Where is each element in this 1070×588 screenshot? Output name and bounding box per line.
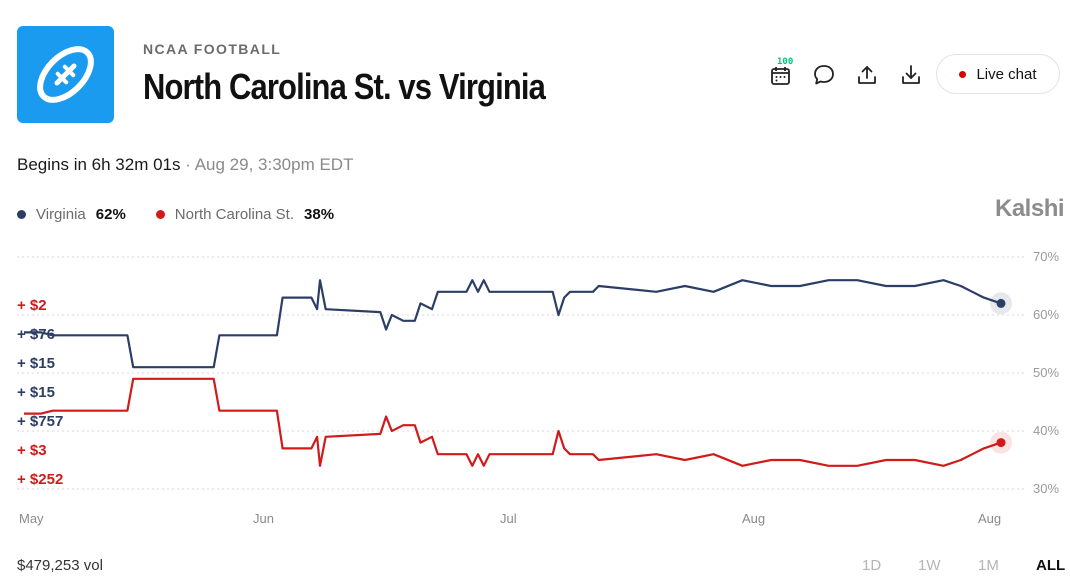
trade-label: + $15 (17, 355, 55, 372)
comment-icon (814, 65, 834, 85)
event-category: NCAA FOOTBALL (143, 41, 282, 57)
x-tick-label: Jun (253, 511, 274, 526)
trade-label: + $757 (17, 413, 63, 430)
legend-dot (17, 210, 26, 219)
range-all-button[interactable]: ALL (1036, 557, 1066, 574)
y-tick-label: 50% (1033, 365, 1059, 380)
countdown: Begins in 6h 32m 01s (17, 155, 181, 174)
separator: · (185, 155, 191, 174)
live-chat-button[interactable]: Live chat (936, 54, 1060, 94)
range-1w-button[interactable]: 1W (918, 557, 941, 574)
y-tick-label: 60% (1033, 307, 1059, 322)
legend-pct: 62% (95, 206, 126, 223)
legend-item-ncstate[interactable]: North Carolina St. 38% (155, 206, 335, 223)
range-1m-button[interactable]: 1M (978, 557, 999, 574)
live-indicator-dot (959, 70, 967, 78)
end-point (996, 438, 1006, 448)
y-tick-label: 40% (1033, 423, 1059, 438)
calendar-button[interactable] (766, 60, 796, 90)
legend-pct: 38% (304, 206, 335, 223)
y-tick-label: 70% (1033, 249, 1059, 264)
trade-label: + $2 (17, 297, 47, 314)
calendar-badge: 100 (777, 57, 794, 67)
football-logo (17, 26, 114, 123)
live-chat-label: Live chat (976, 65, 1037, 83)
y-tick-label: 30% (1033, 481, 1059, 496)
series-line (24, 377, 1002, 467)
x-tick-label: Aug (742, 511, 765, 526)
x-tick-label: Aug (978, 511, 1001, 526)
volume-label: $479,253 vol (17, 557, 103, 574)
event-start-info: Begins in 6h 32m 01s · Aug 29, 3:30pm ED… (17, 155, 353, 175)
trade-label: + $76 (17, 326, 55, 343)
legend-name: North Carolina St. (174, 206, 295, 223)
legend-item-virginia[interactable]: Virginia 62% (17, 206, 126, 223)
comments-button[interactable] (809, 60, 839, 90)
calendar-icon (771, 67, 790, 85)
download-button[interactable] (896, 60, 926, 90)
legend-name: Virginia (36, 206, 86, 223)
share-icon (858, 66, 876, 84)
share-button[interactable] (852, 60, 882, 90)
end-point (996, 298, 1006, 308)
chart-legend: Virginia 62% North Carolina St. 38% (17, 206, 364, 223)
trade-label: + $3 (17, 442, 47, 459)
price-chart[interactable]: 70% 60% 50% 40% 30% May Jun Jul Aug Aug + $2 + $76 +… (0, 240, 1070, 540)
x-tick-label: May (19, 511, 44, 526)
series-line (24, 279, 1002, 369)
trade-label: + $15 (17, 384, 55, 401)
page-title: North Carolina St. vs Virginia (143, 66, 546, 107)
range-1d-button[interactable]: 1D (862, 557, 882, 574)
download-icon (902, 65, 920, 84)
legend-dot (155, 210, 165, 219)
football-icon (37, 46, 94, 103)
event-datetime: Aug 29, 3:30pm EDT (194, 155, 354, 174)
trade-label: + $252 (17, 471, 63, 488)
x-tick-label: Jul (500, 511, 517, 526)
kalshi-logo: Kalshi (995, 195, 1065, 222)
